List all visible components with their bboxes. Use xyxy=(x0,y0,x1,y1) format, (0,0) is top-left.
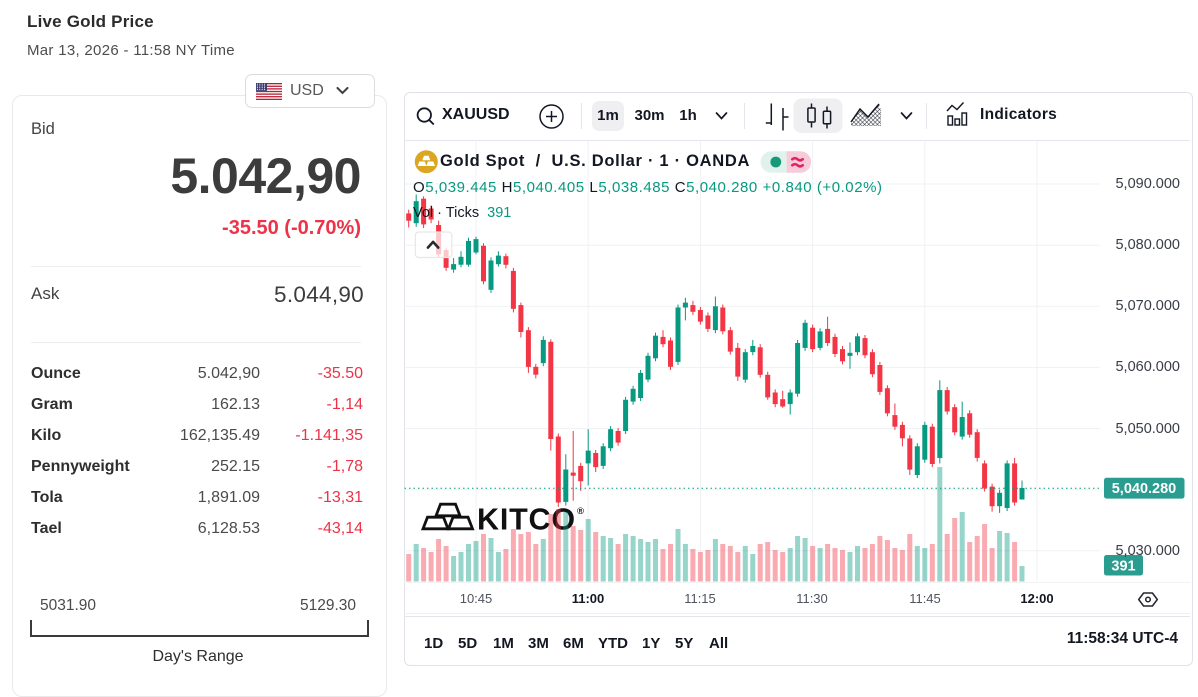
svg-text:391: 391 xyxy=(1111,559,1135,575)
svg-text:KITCO: KITCO xyxy=(477,503,576,537)
svg-text:5,040.280: 5,040.280 xyxy=(1112,481,1177,497)
svg-text:®: ® xyxy=(577,506,584,517)
